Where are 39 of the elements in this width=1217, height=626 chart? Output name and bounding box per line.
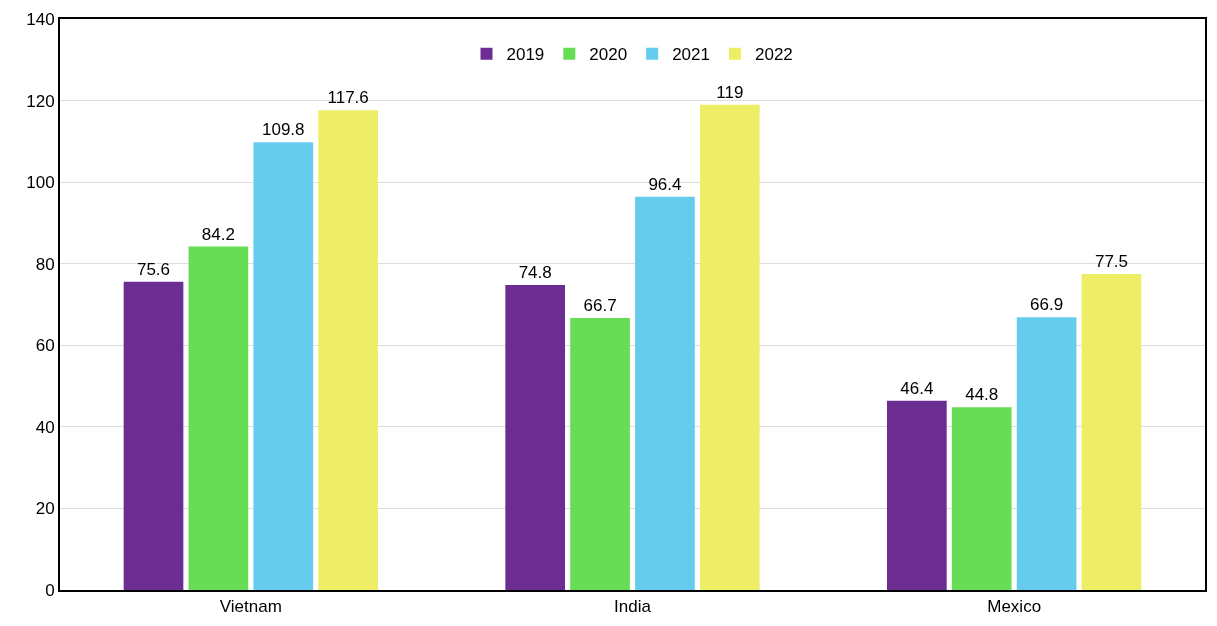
y-tick-label: 0 bbox=[45, 580, 55, 600]
y-tick-label: 80 bbox=[35, 254, 55, 274]
data-label: 77.5 bbox=[1094, 251, 1129, 271]
data-label: 109.8 bbox=[262, 120, 305, 140]
y-tick-label: 60 bbox=[35, 336, 55, 356]
bar bbox=[570, 317, 630, 590]
bar bbox=[951, 407, 1012, 590]
bar bbox=[887, 400, 947, 590]
y-tick-label: 120 bbox=[26, 91, 55, 111]
data-label: 66.7 bbox=[583, 295, 617, 315]
bar bbox=[699, 104, 760, 590]
bar bbox=[505, 284, 566, 590]
data-label: 74.8 bbox=[518, 262, 552, 282]
bar bbox=[188, 246, 249, 590]
bar bbox=[318, 110, 378, 590]
bar bbox=[123, 281, 184, 590]
bar bbox=[1081, 273, 1142, 590]
data-label: 46.4 bbox=[900, 378, 934, 398]
data-label: 119 bbox=[716, 82, 744, 102]
legend-label: 2019 bbox=[506, 45, 545, 65]
x-tick-label: Mexico bbox=[987, 597, 1042, 617]
x-tick-label: India bbox=[614, 597, 652, 617]
data-label: 44.8 bbox=[965, 385, 999, 405]
data-label: 84.2 bbox=[201, 224, 235, 244]
bar bbox=[1016, 317, 1077, 590]
data-label: 117.6 bbox=[327, 88, 369, 108]
legend-label: 2020 bbox=[589, 45, 628, 65]
data-label: 96.4 bbox=[648, 174, 682, 194]
y-tick-label: 100 bbox=[26, 173, 55, 193]
x-tick-label: Vietnam bbox=[219, 597, 282, 617]
bar bbox=[635, 196, 695, 590]
legend-label: 2022 bbox=[754, 45, 793, 65]
y-tick-label: 140 bbox=[26, 9, 55, 29]
y-tick-label: 40 bbox=[35, 417, 55, 437]
data-label: 66.9 bbox=[1030, 295, 1064, 315]
y-tick-label: 20 bbox=[35, 499, 55, 519]
legend-label: 2021 bbox=[672, 45, 710, 65]
data-label: 75.6 bbox=[136, 259, 171, 279]
bar bbox=[253, 142, 314, 590]
